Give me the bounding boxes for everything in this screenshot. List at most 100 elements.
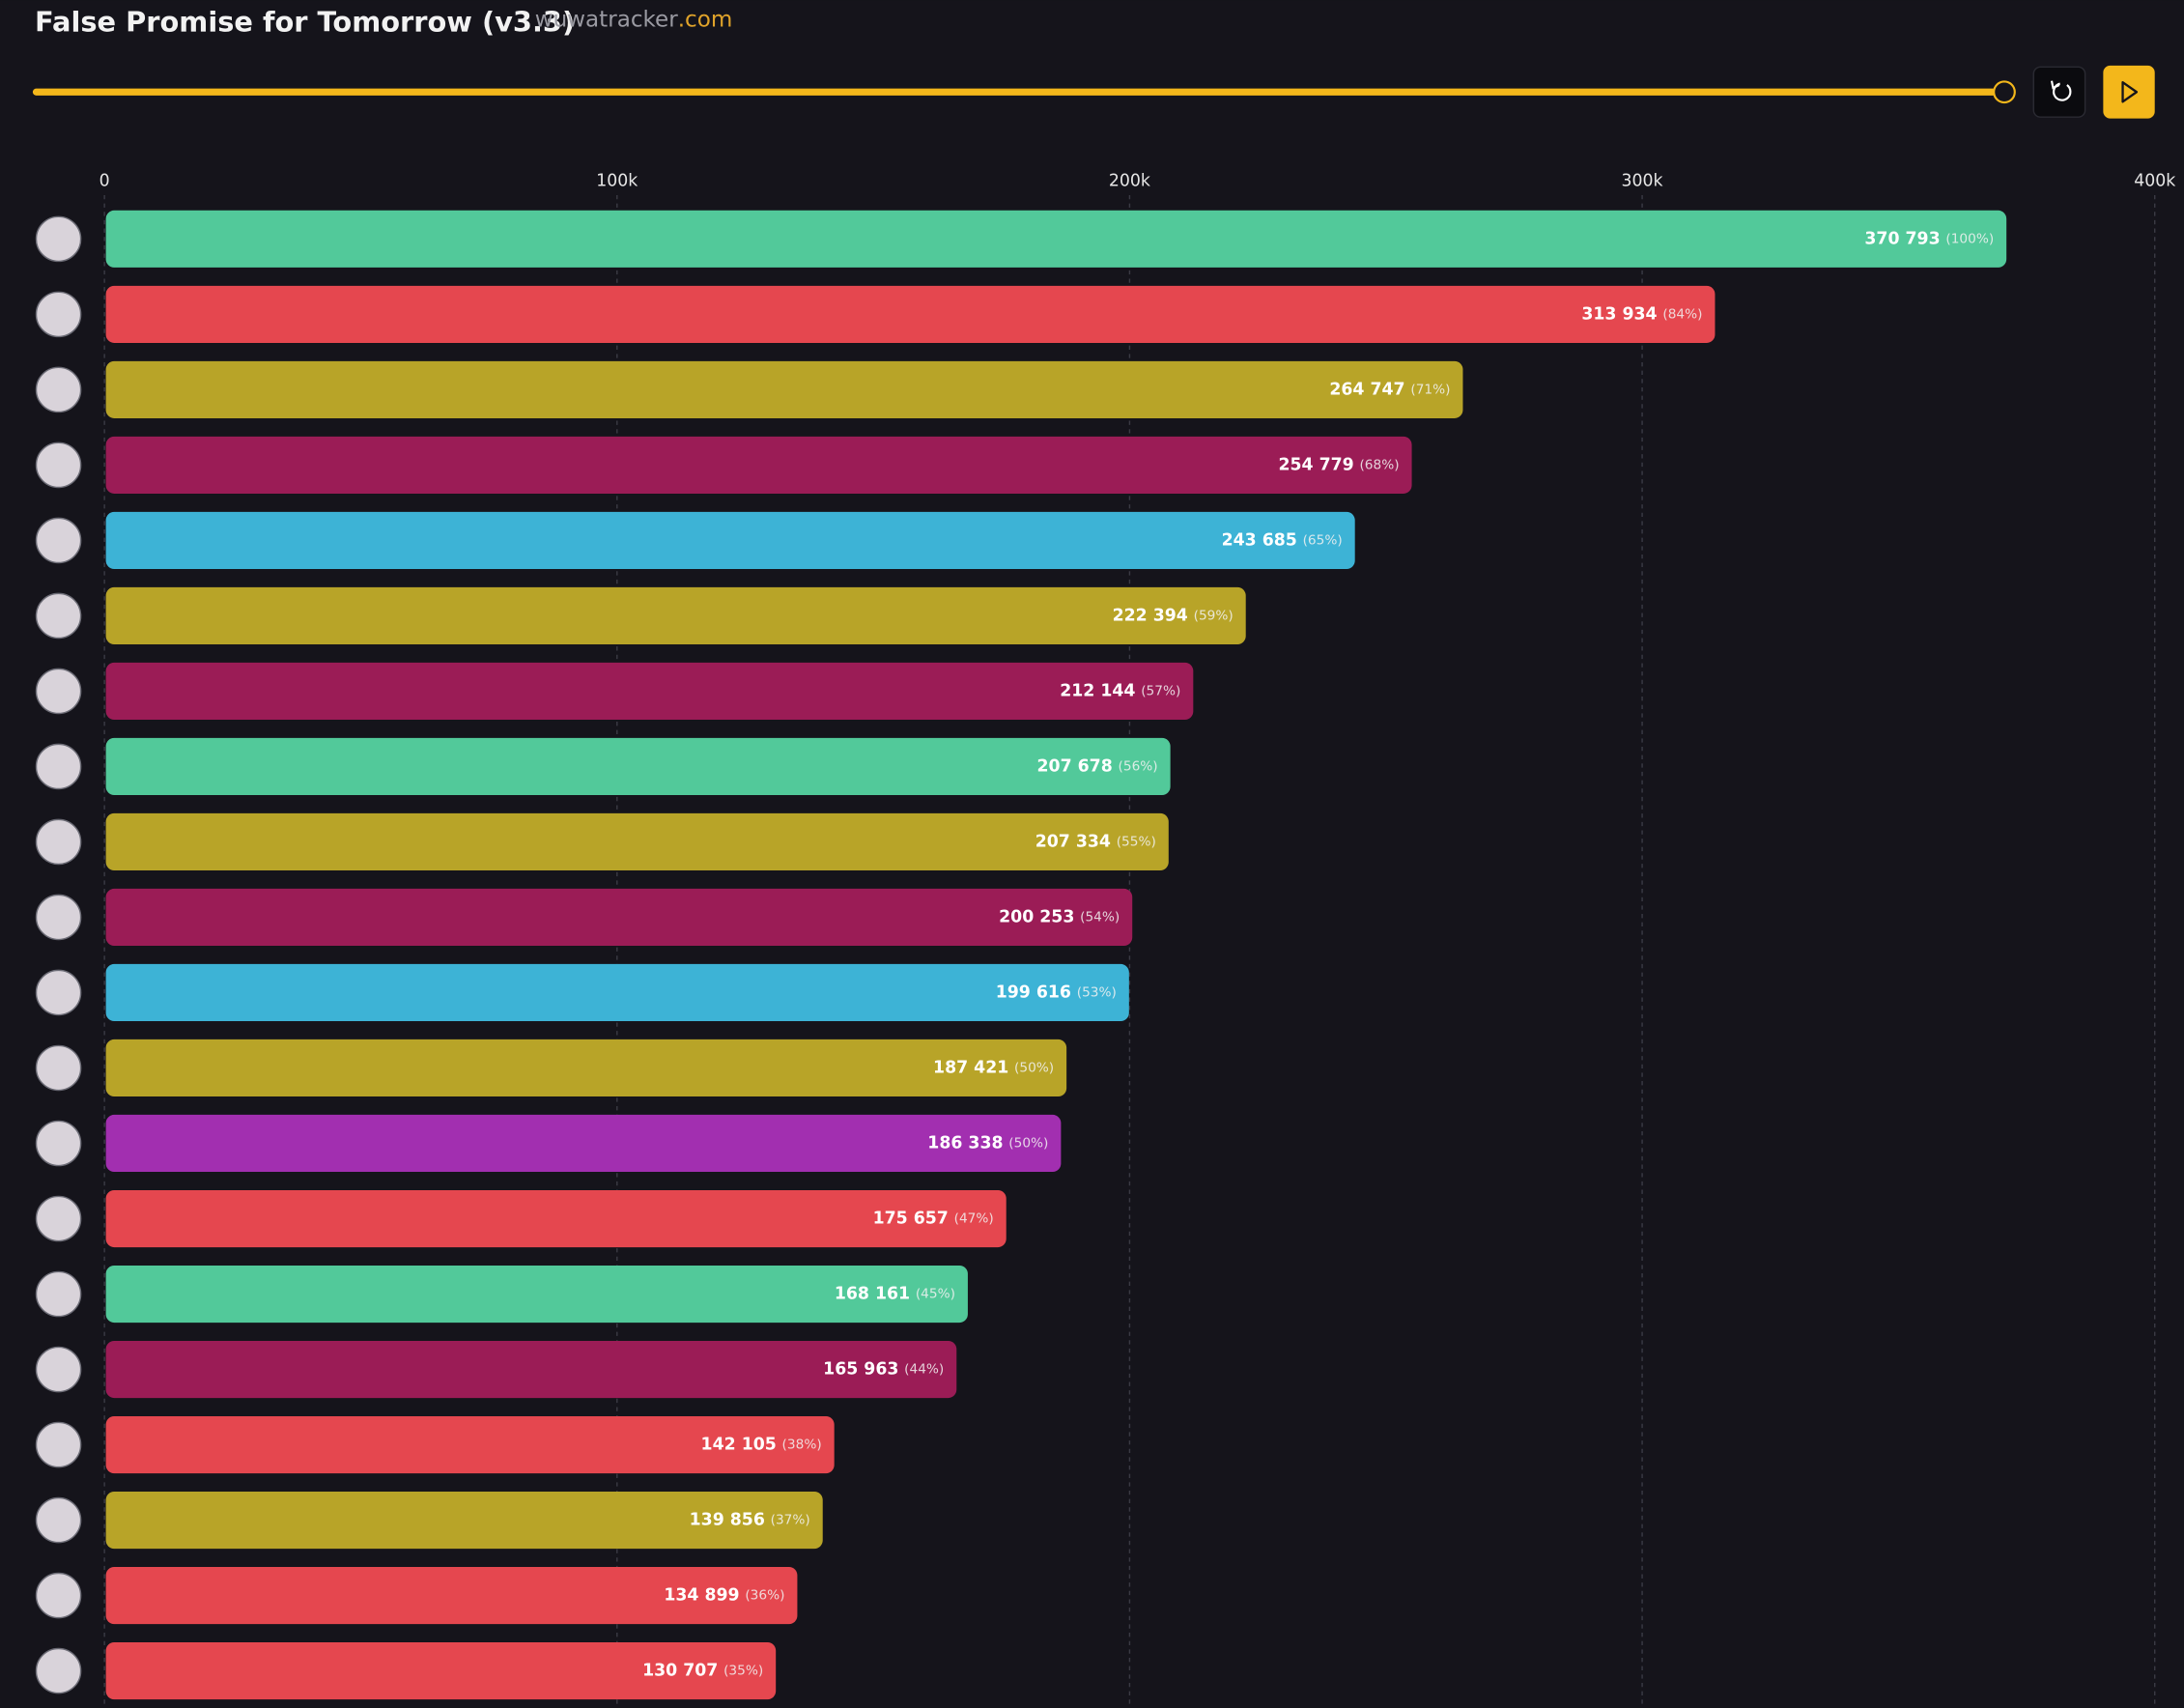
value-label: 254 779 (68%) bbox=[1278, 455, 1399, 474]
avatar bbox=[35, 818, 82, 866]
reset-icon[interactable] bbox=[2050, 80, 2072, 101]
bar bbox=[105, 360, 1463, 418]
avatar bbox=[35, 1572, 82, 1619]
bar bbox=[105, 812, 1169, 871]
percent-text: (36%) bbox=[745, 1588, 784, 1604]
percent-text: (57%) bbox=[1141, 683, 1180, 698]
value-label: 222 394 (59%) bbox=[1113, 606, 1234, 625]
bar bbox=[105, 1265, 968, 1324]
value-text: 212 144 bbox=[1060, 681, 1135, 700]
percent-text: (55%) bbox=[1117, 834, 1156, 849]
avatar bbox=[35, 592, 82, 640]
bar bbox=[105, 888, 1133, 947]
value-label: 370 793 (100%) bbox=[1864, 229, 1994, 248]
value-label: 187 421 (50%) bbox=[933, 1058, 1054, 1077]
reset-button-bg[interactable] bbox=[2032, 66, 2086, 118]
percent-text: (44%) bbox=[904, 1362, 944, 1378]
percent-text: (84%) bbox=[1662, 306, 1702, 322]
value-label: 200 253 (54%) bbox=[999, 907, 1120, 926]
site-domain: .com bbox=[678, 7, 733, 32]
bar bbox=[105, 1566, 798, 1625]
value-text: 187 421 bbox=[933, 1058, 1008, 1077]
avatar bbox=[35, 1044, 82, 1092]
value-text: 142 105 bbox=[701, 1436, 777, 1455]
value-text: 200 253 bbox=[999, 907, 1074, 926]
value-text: 207 678 bbox=[1037, 756, 1113, 776]
x-tick-label: 0 bbox=[99, 172, 110, 191]
percent-text: (53%) bbox=[1077, 984, 1117, 1000]
value-label: 139 856 (37%) bbox=[690, 1511, 810, 1530]
avatar bbox=[35, 291, 82, 338]
value-label: 175 657 (47%) bbox=[873, 1210, 994, 1229]
x-tick-label: 300k bbox=[1622, 172, 1663, 191]
value-label: 142 105 (38%) bbox=[701, 1436, 822, 1455]
avatar bbox=[35, 1346, 82, 1393]
percent-text: (59%) bbox=[1194, 608, 1234, 623]
value-label: 212 144 (57%) bbox=[1060, 681, 1180, 700]
value-text: 165 963 bbox=[823, 1360, 898, 1380]
bar bbox=[105, 1340, 957, 1399]
site-name: wuwatracker.com bbox=[535, 7, 733, 32]
percent-text: (56%) bbox=[1119, 758, 1158, 774]
percent-text: (50%) bbox=[1014, 1060, 1054, 1075]
slider-knob[interactable] bbox=[1993, 80, 2016, 104]
bar bbox=[105, 1039, 1067, 1097]
bar bbox=[105, 436, 1412, 494]
percent-text: (47%) bbox=[954, 1211, 994, 1227]
avatar bbox=[35, 441, 82, 489]
bar bbox=[105, 1114, 1062, 1173]
value-text: 370 793 bbox=[1864, 229, 1940, 248]
avatar bbox=[35, 969, 82, 1016]
bar bbox=[105, 963, 1129, 1022]
bar bbox=[105, 1491, 823, 1550]
play-button-bg[interactable] bbox=[2103, 65, 2155, 119]
bar bbox=[105, 1189, 1007, 1248]
value-label: 313 934 (84%) bbox=[1581, 304, 1702, 324]
reset-button[interactable] bbox=[2032, 66, 2086, 118]
percent-text: (45%) bbox=[916, 1287, 955, 1302]
value-label: 165 963 (44%) bbox=[823, 1360, 944, 1380]
percent-text: (65%) bbox=[1303, 532, 1343, 548]
percent-text: (100%) bbox=[1945, 231, 1994, 246]
value-text: 139 856 bbox=[690, 1511, 765, 1530]
percent-text: (54%) bbox=[1080, 909, 1120, 925]
avatar bbox=[35, 743, 82, 790]
play-icon[interactable] bbox=[2121, 80, 2139, 103]
avatar bbox=[35, 1496, 82, 1544]
bar bbox=[105, 285, 1716, 343]
value-text: 222 394 bbox=[1113, 606, 1188, 625]
percent-text: (35%) bbox=[723, 1664, 763, 1679]
value-label: 168 161 (45%) bbox=[835, 1285, 955, 1304]
value-text: 264 747 bbox=[1329, 380, 1404, 399]
value-label: 243 685 (65%) bbox=[1222, 530, 1343, 550]
value-label: 199 616 (53%) bbox=[996, 982, 1117, 1002]
site-host: wuwatracker bbox=[535, 7, 679, 32]
bar bbox=[105, 586, 1246, 644]
bar bbox=[105, 210, 2007, 268]
value-text: 313 934 bbox=[1581, 304, 1657, 324]
bar bbox=[105, 1415, 835, 1474]
percent-text: (37%) bbox=[771, 1513, 810, 1528]
value-label: 186 338 (50%) bbox=[927, 1133, 1048, 1153]
play-button[interactable] bbox=[2103, 65, 2155, 119]
avatar bbox=[35, 215, 82, 263]
avatar bbox=[35, 517, 82, 564]
percent-text: (71%) bbox=[1410, 382, 1450, 397]
avatar bbox=[35, 1270, 82, 1318]
x-tick-label: 200k bbox=[1109, 172, 1150, 191]
value-label: 207 678 (56%) bbox=[1037, 756, 1158, 776]
value-label: 207 334 (55%) bbox=[1035, 832, 1156, 851]
value-text: 168 161 bbox=[835, 1285, 910, 1304]
avatar bbox=[35, 1647, 82, 1694]
avatar bbox=[35, 366, 82, 413]
value-text: 207 334 bbox=[1035, 832, 1111, 851]
percent-text: (38%) bbox=[782, 1438, 822, 1453]
value-text: 254 779 bbox=[1278, 455, 1353, 474]
bar bbox=[105, 662, 1194, 720]
percent-text: (50%) bbox=[1008, 1135, 1048, 1151]
avatar bbox=[35, 1120, 82, 1167]
value-text: 130 707 bbox=[642, 1662, 718, 1681]
bar bbox=[105, 737, 1171, 796]
avatar bbox=[35, 894, 82, 941]
value-text: 134 899 bbox=[664, 1586, 739, 1606]
